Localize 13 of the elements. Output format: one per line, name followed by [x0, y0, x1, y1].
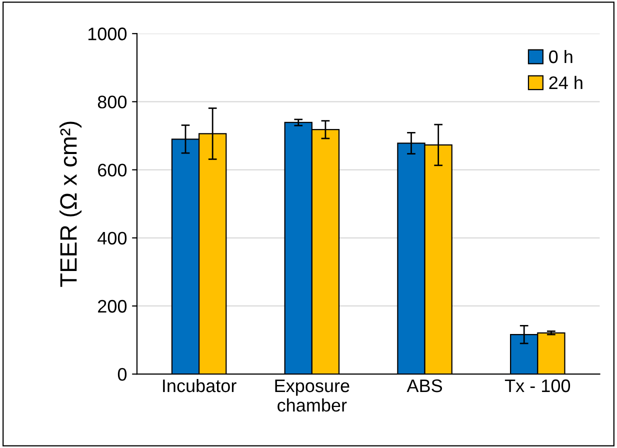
y-tick-label: 0: [118, 368, 127, 381]
x-tick-label: Exposure chamber: [275, 380, 350, 412]
legend-label: 0 h: [549, 50, 572, 64]
y-tick-label: 1000: [88, 28, 127, 40]
x-tick-label: Tx - 100: [504, 379, 570, 392]
y-tick-label: 800: [98, 96, 127, 108]
y-tick-label: 400: [98, 232, 127, 245]
x-tick-label: Incubator: [163, 378, 236, 392]
y-tick-label: 200: [98, 300, 127, 313]
y-tick-label: 600: [98, 164, 127, 177]
legend-label: 24 h: [549, 76, 582, 89]
y-axis-title: TEER (Ω x cm²): [60, 122, 82, 287]
x-tick-label: ABS: [406, 379, 442, 392]
